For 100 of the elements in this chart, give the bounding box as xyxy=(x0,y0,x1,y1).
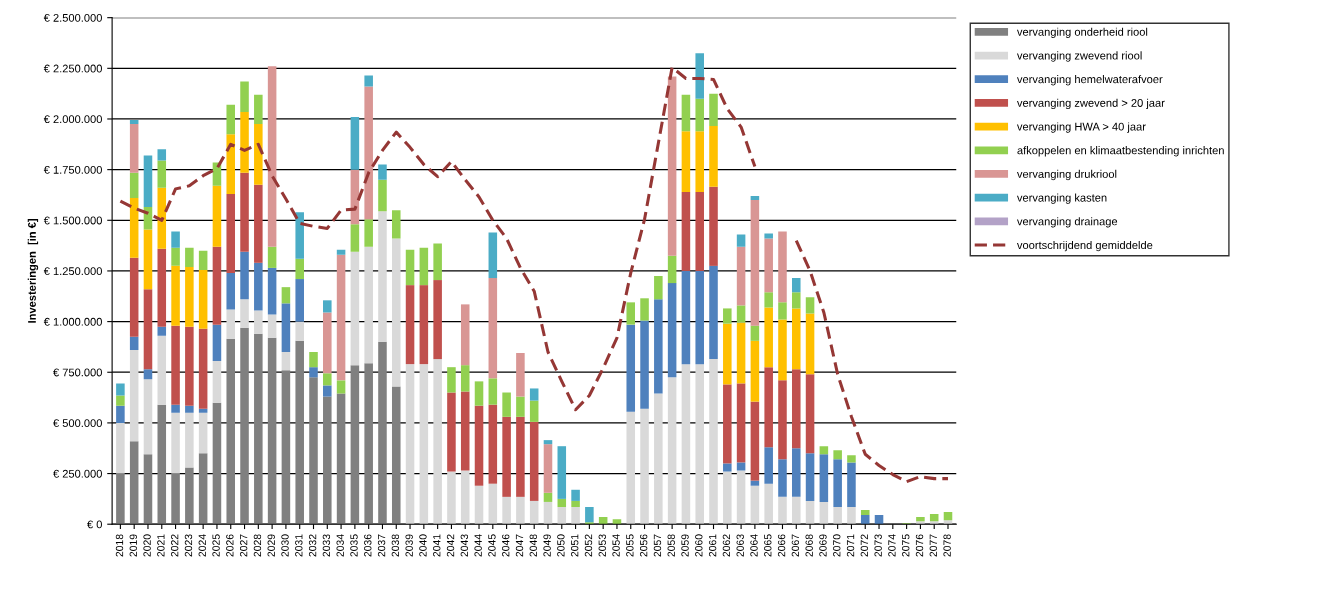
bar xyxy=(543,440,553,445)
x-tick-label: 2076 xyxy=(915,534,924,557)
bar xyxy=(723,384,732,464)
bar xyxy=(323,373,332,386)
bar xyxy=(281,351,291,371)
bar xyxy=(185,467,194,525)
bar xyxy=(695,131,704,192)
bar xyxy=(778,496,787,525)
x-tick-label: 2041 xyxy=(433,534,441,557)
x-tick-label: 2028 xyxy=(253,534,262,557)
bar xyxy=(171,231,180,248)
x-tick-label: 2051 xyxy=(571,534,579,557)
bar xyxy=(171,265,180,326)
bar xyxy=(391,238,401,387)
bar xyxy=(709,359,718,525)
x-tick-label: 2025 xyxy=(212,534,220,557)
bar xyxy=(267,337,277,525)
bar xyxy=(185,266,194,327)
bar xyxy=(295,258,304,280)
bar xyxy=(543,492,553,502)
bar xyxy=(254,262,263,311)
bar xyxy=(198,250,208,270)
bar xyxy=(943,520,953,525)
bar xyxy=(185,247,194,267)
bar xyxy=(791,308,801,370)
bar xyxy=(447,367,456,393)
bar xyxy=(323,396,332,525)
bar xyxy=(405,249,415,286)
y-tick-label: € 1.750.000 xyxy=(43,165,102,174)
bar xyxy=(805,374,815,454)
bar xyxy=(502,496,511,525)
bar xyxy=(336,380,346,394)
bar xyxy=(378,179,387,212)
bar xyxy=(143,379,153,455)
bar xyxy=(143,454,153,525)
x-tick-label: 2055 xyxy=(626,534,634,557)
bar xyxy=(750,195,760,201)
bar xyxy=(557,498,567,507)
bar xyxy=(778,380,787,460)
bar xyxy=(129,198,139,258)
x-tick-label: 2065 xyxy=(764,534,772,557)
bar xyxy=(709,265,718,360)
bar xyxy=(695,98,704,132)
bar xyxy=(295,340,304,525)
bar xyxy=(254,94,263,125)
bar xyxy=(295,321,304,341)
x-tick-label: 2043 xyxy=(460,534,469,557)
bar xyxy=(557,446,567,499)
bar xyxy=(750,340,760,402)
y-axis-title: Investeringen [in €] xyxy=(27,219,39,323)
x-tick-label: 2075 xyxy=(902,534,910,557)
bar xyxy=(391,386,401,525)
bar xyxy=(129,119,139,125)
bar xyxy=(764,238,773,293)
bar xyxy=(736,305,746,323)
x-tick-label: 2050 xyxy=(557,534,565,557)
bar xyxy=(185,326,194,406)
bar xyxy=(350,116,360,170)
bar xyxy=(736,383,746,463)
bar xyxy=(323,312,332,374)
bar xyxy=(626,411,636,525)
legend-label: voortschrijdend gemiddelde xyxy=(1016,240,1153,252)
bar xyxy=(129,441,139,525)
legend-label: vervanging drainage xyxy=(1016,217,1118,228)
bar xyxy=(736,470,746,525)
x-tick-label: 2072 xyxy=(860,534,869,557)
bar xyxy=(129,124,139,173)
bar xyxy=(626,302,636,325)
bar xyxy=(805,297,815,314)
x-tick-label: 2049 xyxy=(543,534,551,557)
bar xyxy=(791,292,801,309)
bar xyxy=(860,515,870,525)
bar xyxy=(502,392,511,417)
x-tick-label: 2033 xyxy=(322,534,331,557)
bar xyxy=(240,111,249,173)
bar xyxy=(240,81,249,112)
legend-label: vervanging zwevend > 20 jaar xyxy=(1016,98,1165,110)
bar xyxy=(405,364,415,525)
bar xyxy=(309,377,318,525)
bar xyxy=(819,454,829,502)
bar xyxy=(212,185,222,247)
bar xyxy=(529,421,539,501)
bar xyxy=(791,278,801,293)
bar xyxy=(295,212,304,259)
bar xyxy=(129,257,139,337)
bar xyxy=(529,500,539,525)
bar xyxy=(488,278,498,379)
bar xyxy=(764,447,773,484)
bar xyxy=(571,500,580,507)
bar xyxy=(419,364,429,525)
bar xyxy=(695,53,704,99)
x-tick-label: 2066 xyxy=(777,534,786,557)
bar xyxy=(267,66,277,247)
bar xyxy=(116,383,125,396)
x-tick-label: 2022 xyxy=(170,534,179,557)
bar xyxy=(226,193,236,273)
x-tick-label: 2037 xyxy=(377,534,386,557)
x-tick-label: 2054 xyxy=(612,534,620,557)
bar xyxy=(723,308,732,324)
bar xyxy=(667,76,677,256)
